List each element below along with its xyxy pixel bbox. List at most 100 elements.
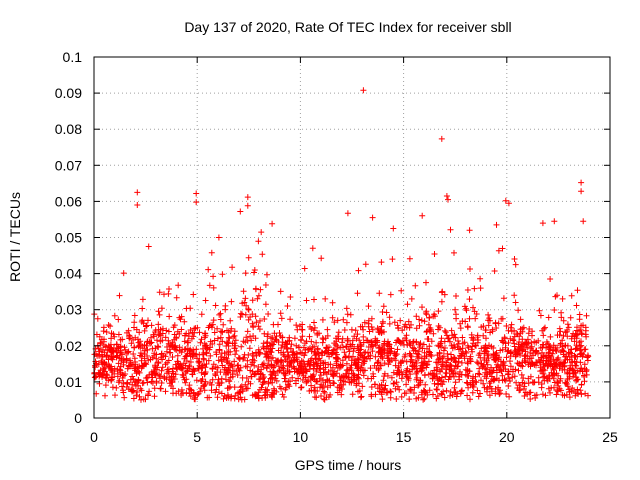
data-point-marker — [208, 249, 215, 256]
data-point-marker — [235, 366, 242, 373]
data-point-marker — [205, 357, 212, 364]
y-tick-label: 0.08 — [55, 121, 82, 137]
data-point-marker — [228, 395, 234, 402]
data-point-marker — [339, 339, 346, 346]
data-point-marker — [435, 359, 442, 366]
data-point-marker — [387, 388, 394, 395]
data-point-marker — [102, 392, 108, 399]
data-point-marker — [155, 359, 161, 366]
data-point-marker — [554, 344, 561, 351]
data-point-marker — [131, 312, 138, 319]
data-point-marker — [255, 323, 262, 330]
data-point-marker — [491, 268, 498, 274]
data-point-marker — [163, 327, 170, 334]
data-point-marker — [419, 365, 426, 372]
data-point-marker — [339, 335, 346, 342]
data-point-marker — [554, 292, 560, 299]
data-point-marker — [135, 339, 142, 346]
x-tick-label: 0 — [90, 429, 98, 445]
data-point-marker — [440, 353, 447, 360]
y-tick-label: 0.05 — [55, 230, 82, 246]
data-point-marker — [551, 384, 557, 391]
data-point-marker — [217, 334, 224, 341]
data-point-marker — [492, 320, 499, 327]
data-point-marker — [197, 339, 204, 346]
data-point-marker — [551, 218, 558, 225]
data-point-marker — [193, 190, 200, 197]
data-point-marker — [398, 368, 405, 375]
data-point-marker — [174, 358, 181, 365]
data-point-marker — [488, 364, 495, 371]
data-point-marker — [388, 357, 395, 363]
data-point-marker — [158, 367, 165, 374]
x-tick-label: 20 — [499, 429, 515, 445]
data-point-marker — [481, 373, 488, 380]
data-point-marker — [355, 356, 362, 363]
data-point-marker — [229, 264, 236, 271]
data-point-marker — [394, 322, 401, 329]
data-point-marker — [422, 381, 429, 388]
data-point-marker — [174, 352, 181, 359]
data-point-marker — [361, 319, 368, 326]
data-point-marker — [319, 316, 326, 323]
data-point-marker — [226, 335, 233, 342]
data-point-marker — [279, 391, 286, 398]
data-point-marker — [357, 341, 364, 348]
data-point-marker — [120, 389, 127, 396]
data-point-marker — [381, 360, 388, 367]
data-point-marker — [175, 388, 182, 395]
data-point-marker — [387, 394, 394, 401]
data-point-marker — [220, 395, 227, 402]
data-point-marker — [253, 370, 259, 377]
data-point-marker — [452, 334, 459, 341]
data-point-marker — [413, 360, 420, 366]
data-point-marker — [372, 381, 379, 388]
data-point-marker — [214, 394, 221, 401]
data-point-marker — [141, 342, 148, 348]
data-point-marker — [444, 350, 451, 357]
data-point-marker — [255, 346, 262, 353]
data-point-marker — [183, 305, 190, 312]
data-point-marker — [419, 212, 426, 219]
data-point-marker — [527, 349, 534, 356]
data-point-marker — [350, 374, 357, 381]
data-point-marker — [226, 360, 232, 367]
data-point-marker — [352, 361, 359, 368]
data-point-marker — [223, 343, 230, 349]
data-point-marker — [250, 323, 256, 329]
data-point-marker — [202, 342, 209, 349]
data-point-marker — [222, 302, 229, 309]
data-point-marker — [418, 317, 425, 324]
data-point-marker — [578, 365, 585, 372]
y-tick-label: 0.03 — [55, 302, 82, 318]
data-point-marker — [478, 324, 485, 331]
data-point-marker — [189, 351, 196, 358]
data-point-marker — [485, 311, 492, 318]
data-point-marker — [403, 390, 410, 397]
data-point-marker — [430, 372, 437, 379]
data-point-marker — [347, 341, 354, 348]
data-point-marker — [474, 334, 481, 341]
data-point-marker — [166, 313, 173, 320]
data-point-marker — [306, 362, 313, 369]
data-point-marker — [466, 315, 473, 322]
data-point-marker — [139, 305, 146, 312]
data-point-marker — [396, 386, 403, 393]
data-point-marker — [505, 200, 512, 207]
data-point-marker — [336, 373, 343, 380]
data-point-marker — [245, 306, 252, 312]
data-point-marker — [428, 338, 435, 345]
data-point-marker — [284, 358, 291, 365]
data-point-marker — [354, 290, 361, 297]
data-point-marker — [295, 344, 302, 351]
data-point-marker — [239, 300, 246, 307]
data-point-marker — [209, 376, 216, 383]
data-point-marker — [429, 370, 436, 377]
data-point-marker — [449, 345, 456, 352]
data-point-marker — [166, 380, 173, 387]
data-point-marker — [261, 392, 268, 399]
data-point-marker — [447, 226, 454, 233]
data-point-marker — [574, 376, 581, 383]
data-point-marker — [296, 323, 303, 330]
data-point-marker — [379, 386, 386, 393]
